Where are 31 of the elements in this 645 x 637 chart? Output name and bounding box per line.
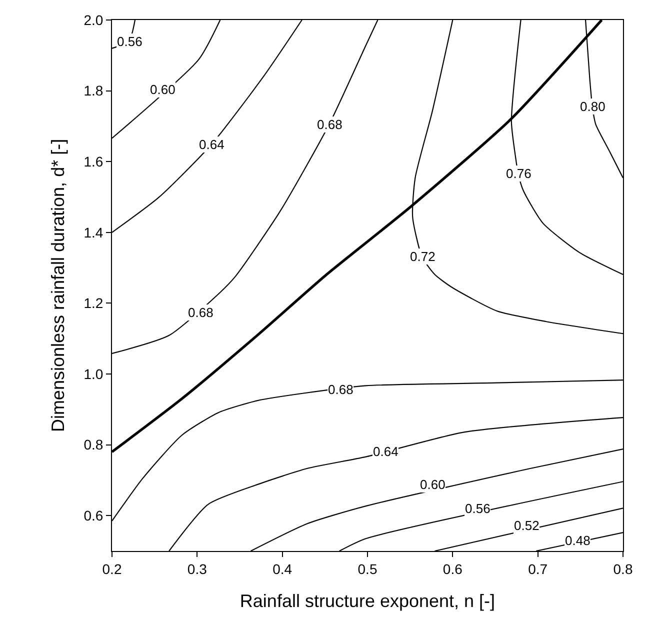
y-tick-label: 1.2: [84, 295, 104, 312]
y-axis-title: Dimensionless rainfall duration, d* [-]: [48, 138, 68, 432]
y-tick-label: 1.4: [84, 224, 104, 240]
annotation: 0.56: [465, 501, 490, 516]
annotation: 0.60: [150, 82, 176, 97]
annotation: 0.64: [199, 137, 224, 152]
annotation: 0.80: [580, 99, 606, 114]
annotation: 0.64: [373, 444, 398, 459]
y-tick-label: 1.6: [84, 154, 104, 170]
x-tick-label: 0.5: [358, 560, 378, 577]
x-tick-label: 0.6: [442, 560, 463, 577]
y-tick-label: 1.8: [84, 82, 104, 99]
annotation: 0.60: [420, 477, 446, 492]
x-tick-label: 0.2: [102, 560, 122, 577]
annotation: 0.72: [410, 249, 436, 264]
x-tick-label: 0.4: [272, 560, 292, 577]
annotation: 0.48: [565, 533, 590, 548]
x-axis-title: Rainfall structure exponent, n [-]: [240, 590, 496, 611]
y-tick-label: 0.6: [84, 508, 104, 524]
x-tick-label: 0.8: [613, 560, 633, 577]
annotation: 0.68: [328, 382, 354, 397]
x-tick-label: 0.7: [528, 560, 548, 577]
x-tick-label: 0.3: [187, 560, 208, 577]
annotation: 0.68: [317, 117, 342, 132]
annotation: 0.76: [506, 166, 532, 181]
annotation: 0.56: [117, 34, 142, 49]
y-tick-label: 0.8: [84, 436, 104, 453]
annotation: 0.52: [514, 518, 540, 533]
y-tick-label: 2.0: [84, 12, 104, 28]
y-tick-label: 1.0: [84, 366, 104, 382]
annotation: 0.68: [188, 305, 214, 320]
